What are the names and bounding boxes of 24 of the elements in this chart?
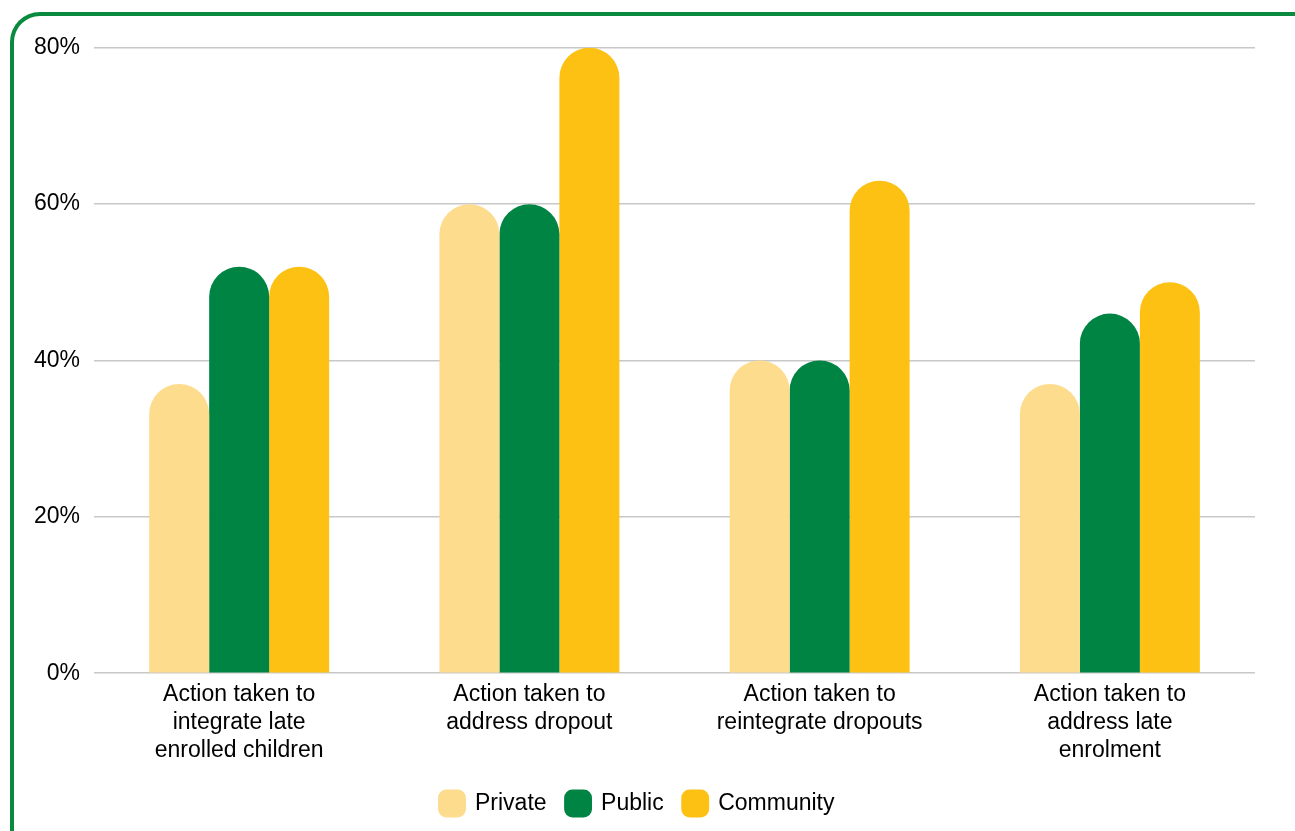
x-tick-label: Action taken to reintegrate dropouts: [716, 680, 923, 734]
legend-label: Community: [718, 788, 836, 815]
y-tick-label: 40%: [33, 345, 81, 372]
bar: [729, 360, 790, 673]
legend-label: Public: [601, 788, 664, 815]
x-tick-label: Action taken to address dropout: [446, 680, 614, 734]
bar: [269, 266, 330, 673]
legend-label: Private: [474, 788, 547, 815]
y-tick-label: 0%: [46, 658, 81, 685]
y-tick-label: 20%: [33, 502, 81, 529]
bar: [439, 204, 500, 673]
bar: [1079, 313, 1140, 673]
bar: [209, 266, 270, 673]
bar: [789, 360, 850, 673]
bar: [559, 47, 620, 673]
bar: [499, 204, 560, 673]
bar: [1139, 282, 1200, 673]
y-tick-label: 60%: [33, 189, 81, 216]
y-tick-label: 80%: [33, 33, 81, 60]
x-tick-label: Action taken to integrate late enrolled children: [154, 680, 324, 762]
bar: [849, 180, 910, 673]
bar: [1019, 383, 1080, 673]
bar: [149, 383, 210, 673]
x-tick-label: Action taken to address late enrolment: [1033, 680, 1186, 762]
